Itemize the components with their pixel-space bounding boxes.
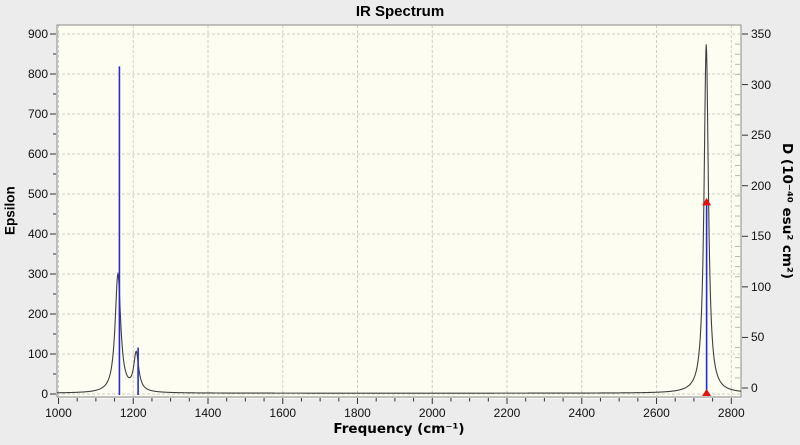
y-right-tick-label: 250 bbox=[751, 128, 772, 143]
x-tick-label: 2000 bbox=[418, 406, 446, 420]
x-tick-label: 1200 bbox=[119, 406, 147, 420]
y-left-tick-label: 900 bbox=[27, 27, 48, 41]
y-left-tick-label: 700 bbox=[27, 107, 48, 121]
y-right-tick-label: 100 bbox=[751, 279, 772, 294]
y-right-tick-label: 0 bbox=[751, 380, 758, 395]
y-axis-left-title: Epsilon bbox=[2, 186, 18, 236]
y-right-tick-label: 300 bbox=[751, 77, 772, 92]
x-tick-label: 2200 bbox=[493, 406, 521, 420]
x-tick-label: 1600 bbox=[269, 406, 297, 420]
y-left-tick-label: 100 bbox=[27, 347, 48, 361]
y-left-tick-label: 400 bbox=[27, 227, 48, 241]
x-tick-label: 1800 bbox=[344, 406, 371, 420]
y-left-tick-label: 500 bbox=[27, 187, 48, 201]
y-left-tick-label: 300 bbox=[27, 267, 48, 281]
x-tick-label: 1000 bbox=[45, 406, 72, 420]
y-left-tick-label: 600 bbox=[27, 147, 48, 161]
x-tick-label: 1400 bbox=[194, 406, 222, 420]
x-tick-label: 2600 bbox=[643, 406, 670, 420]
y-right-tick-label: 50 bbox=[751, 330, 765, 345]
epsilon-curve bbox=[57, 44, 742, 394]
x-tick-label: 2400 bbox=[568, 406, 596, 420]
y-right-tick-label: 150 bbox=[751, 229, 772, 244]
y-right-tick-label: 200 bbox=[751, 178, 772, 193]
x-tick-label: 2800 bbox=[717, 406, 745, 420]
y-left-tick-label: 800 bbox=[27, 67, 48, 81]
plot-background bbox=[57, 25, 741, 397]
chart-title: IR Spectrum bbox=[355, 3, 445, 20]
selected-peak-marker-bottom bbox=[702, 389, 712, 396]
y-left-tick-label: 0 bbox=[41, 387, 48, 401]
y-axis-right-title: D (10⁻⁴⁰ esu² cm²) bbox=[779, 142, 795, 280]
plot-frame bbox=[56, 24, 742, 398]
x-axis-title: Frequency (cm⁻¹) bbox=[333, 421, 465, 437]
y-right-tick-label: 350 bbox=[751, 27, 772, 41]
y-left-tick-label: 200 bbox=[27, 307, 48, 321]
selected-peak-marker-top bbox=[702, 197, 712, 206]
